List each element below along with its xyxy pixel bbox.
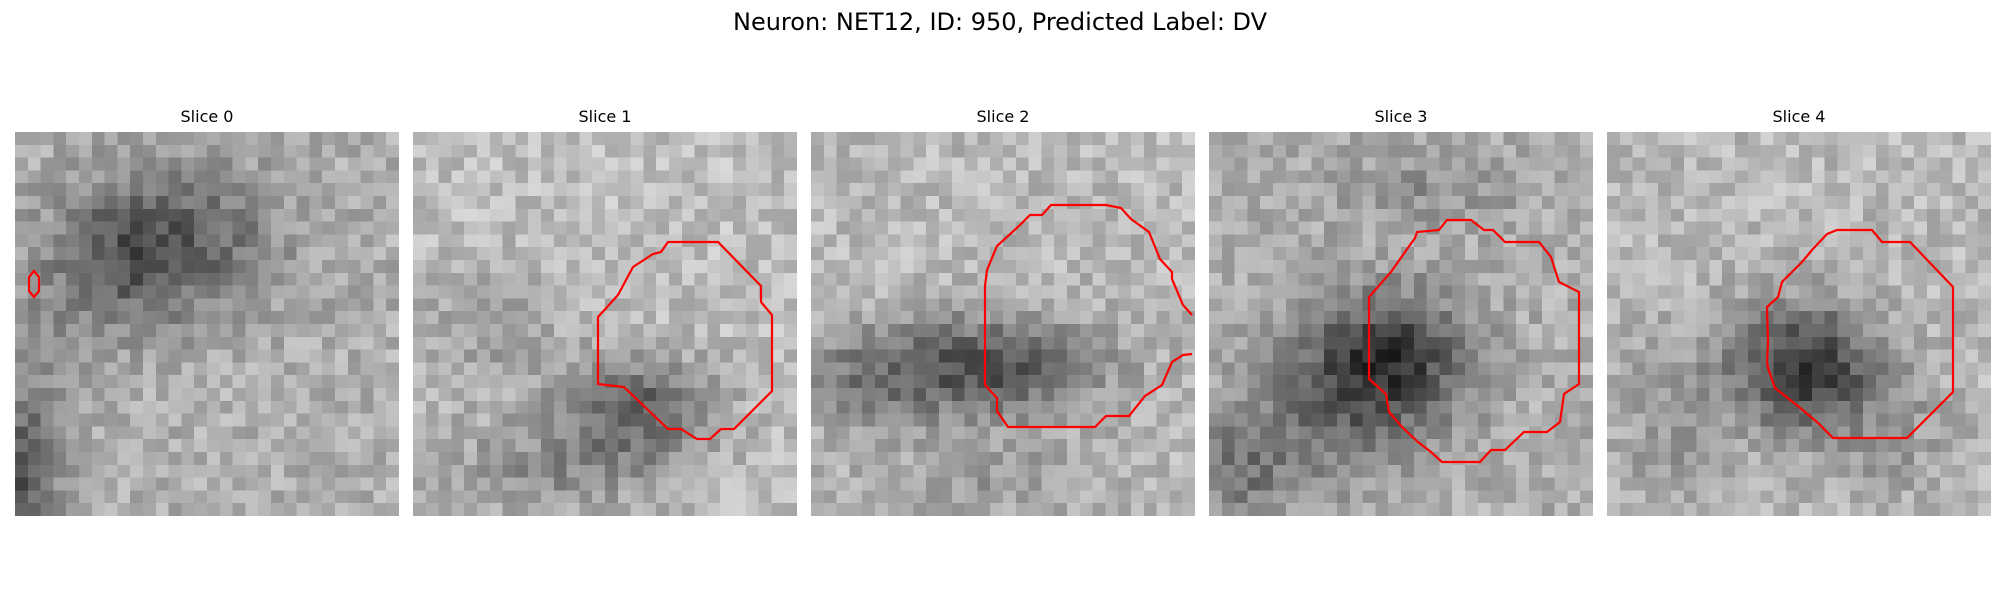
slice-panel-3: Slice 3 (1209, 106, 1593, 516)
slice-image (1209, 132, 1593, 516)
slice-image (1607, 132, 1991, 516)
slice-panel-0: Slice 0 (15, 106, 399, 516)
slice-title: Slice 0 (180, 107, 234, 126)
slice-panel-4: Slice 4 (1607, 106, 1991, 516)
grayscale-patch-1 (413, 132, 797, 516)
roi-contour-0 (27, 269, 41, 299)
slice-title: Slice 2 (976, 107, 1030, 126)
slice-title: Slice 3 (1374, 107, 1428, 126)
roi-outline (1367, 218, 1581, 464)
slice-panel-2: Slice 2 (811, 106, 1195, 516)
figure-title: Neuron: NET12, ID: 950, Predicted Label:… (732, 8, 1268, 36)
slice-image (811, 132, 1195, 516)
roi-outline (983, 203, 1193, 429)
grayscale-patch-4 (1607, 132, 1991, 516)
roi-contour-3 (1367, 218, 1581, 464)
grayscale-patch-2 (811, 132, 1195, 516)
grayscale-patch-0 (15, 132, 399, 516)
slice-image (15, 132, 399, 516)
slice-image (413, 132, 797, 516)
grayscale-patch-3 (1209, 132, 1593, 516)
roi-contour-4 (1765, 228, 1955, 440)
slice-panel-1: Slice 1 (413, 106, 797, 516)
roi-contour-1 (596, 240, 774, 441)
roi-outline (596, 240, 774, 441)
roi-outline (1765, 228, 1955, 440)
slice-title: Slice 1 (578, 107, 632, 126)
roi-outline (27, 269, 41, 299)
roi-contour-2 (983, 203, 1193, 429)
slice-title: Slice 4 (1772, 107, 1826, 126)
